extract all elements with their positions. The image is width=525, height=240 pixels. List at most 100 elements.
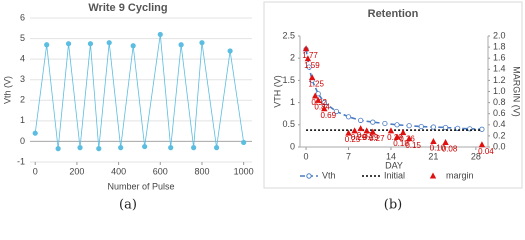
x-tick-label: 7: [346, 151, 351, 161]
point: [405, 135, 413, 142]
series-line: [34, 34, 245, 149]
point: [387, 127, 395, 134]
point: [406, 123, 412, 129]
legend-label: Vth: [322, 170, 336, 180]
point: [393, 133, 401, 140]
point: [304, 55, 312, 62]
x-tick-label: 400: [111, 166, 126, 176]
value-label: 0.84: [314, 102, 330, 111]
point: [65, 41, 72, 47]
value-label: 1.77: [302, 51, 318, 60]
point: [96, 146, 102, 152]
x-tick-label: 0: [304, 151, 309, 161]
x-axis-label: DAY: [385, 160, 403, 170]
y-tick-label: 2.5: [282, 30, 295, 40]
value-label: 0.29: [351, 133, 367, 142]
value-label: 0.04: [478, 147, 494, 156]
point: [168, 145, 174, 151]
y2-tick-label: 0.2: [493, 130, 506, 140]
y-tick-label: 1: [20, 115, 25, 125]
value-label: 0.10: [430, 144, 446, 153]
point: [306, 64, 312, 70]
value-label: 0.69: [320, 111, 336, 120]
point: [308, 74, 316, 81]
point: [430, 124, 437, 130]
y2-tick-label: 0.4: [493, 119, 506, 129]
legend-label: margin: [446, 170, 474, 180]
point: [321, 105, 328, 112]
point: [394, 122, 400, 128]
value-label: 0.15: [405, 141, 421, 150]
point: [55, 146, 61, 152]
value-label: 1.59: [304, 61, 320, 70]
y2-tick-label: 1.2: [493, 75, 506, 85]
y-tick-label: 1.5: [282, 75, 295, 85]
point: [178, 42, 184, 48]
point: [315, 91, 321, 97]
value-label: 0.27: [369, 134, 385, 143]
point: [382, 120, 388, 127]
point: [430, 137, 437, 144]
point: [77, 145, 83, 151]
y-tick-label: 0: [20, 136, 25, 146]
caption: (a): [119, 198, 137, 213]
point: [442, 139, 449, 146]
chart-title: Retention: [368, 8, 419, 20]
y-tick-label: 0.5: [282, 119, 295, 129]
x-tick-label: 600: [153, 166, 168, 176]
point: [32, 130, 38, 136]
x-tick-label: 21: [428, 151, 438, 161]
point: [106, 40, 112, 46]
point: [118, 145, 124, 151]
y2-axis-label: MARGIN (V): [512, 66, 522, 117]
point: [351, 127, 358, 134]
value-label: 1.25: [308, 80, 324, 89]
caption: (b): [384, 198, 402, 213]
point: [399, 129, 407, 136]
y-axis-label: Vth (V): [2, 76, 12, 104]
point: [130, 43, 136, 49]
y-tick-label: 5: [20, 33, 25, 43]
point: [418, 123, 424, 130]
y2-tick-label: 0.0: [493, 141, 506, 151]
point: [358, 117, 364, 123]
x-axis-label: Number of Pulse: [107, 181, 174, 191]
point: [302, 45, 310, 52]
y2-tick-label: 1.8: [493, 41, 506, 51]
x-tick-label: 800: [194, 166, 209, 176]
point: [478, 141, 486, 148]
point: [363, 127, 370, 134]
y2-tick-label: 1.6: [493, 53, 506, 63]
point: [311, 92, 319, 99]
x-tick-label: 0: [33, 166, 38, 176]
chart-title: Write 9 Cycling: [88, 2, 167, 14]
value-label: 0.29: [363, 133, 379, 142]
x-tick-label: 28: [471, 151, 481, 161]
y2-tick-label: 0.6: [493, 108, 506, 118]
point: [314, 96, 322, 103]
x-tick-label: 200: [69, 166, 84, 176]
point: [479, 126, 485, 132]
y2-tick-label: 1.0: [493, 86, 506, 96]
y-tick-label: 0: [290, 141, 295, 151]
point: [87, 41, 94, 47]
y-tick-label: 2: [290, 53, 295, 63]
point: [333, 108, 339, 115]
legend-marker: [429, 172, 437, 179]
point: [370, 119, 376, 125]
y-axis-label: VTH (V): [272, 75, 282, 108]
value-label: 0.08: [442, 145, 458, 154]
value-label: 0.25: [345, 135, 361, 144]
value-label: 0.33: [357, 131, 373, 140]
y-tick-label: 2: [20, 95, 25, 105]
point: [369, 128, 376, 135]
point: [442, 124, 449, 131]
point: [142, 143, 148, 150]
value-label: 0.18: [393, 139, 409, 148]
point: [227, 48, 233, 54]
y2-tick-label: 1.4: [493, 64, 506, 74]
point: [213, 145, 220, 151]
y-tick-label: 6: [20, 12, 25, 22]
point: [345, 129, 352, 136]
